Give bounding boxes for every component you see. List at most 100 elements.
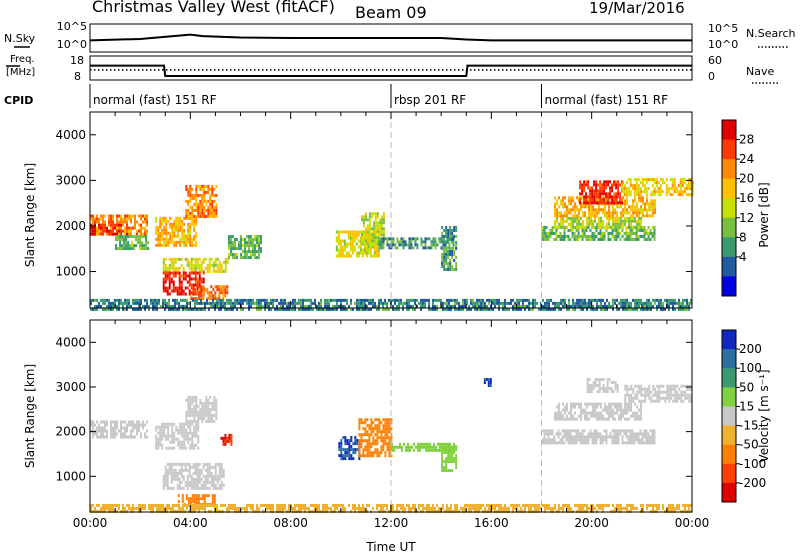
velocity-echo-cell (344, 448, 347, 452)
power-echo-cell (671, 178, 674, 182)
velocity-echo-cell (590, 414, 593, 418)
power-echo-cell (229, 235, 232, 239)
power-echo-cell (184, 271, 187, 275)
power-echo-cell (620, 216, 623, 220)
power-echo-cell (547, 234, 550, 238)
power-echo-cell (611, 189, 614, 193)
velocity-echo-cell (608, 408, 611, 412)
power-echo-cell (324, 304, 326, 308)
power-echo-cell (234, 298, 236, 302)
power-echo-cell (649, 231, 652, 235)
power-echo-cell (163, 225, 166, 229)
power-echo-cell (636, 205, 639, 209)
power-echo-cell (646, 208, 649, 212)
power-echo-cell (453, 234, 456, 238)
power-echo-cell (186, 274, 189, 278)
power-echo-cell (119, 241, 122, 245)
velocity-echo-cell (170, 480, 173, 484)
power-echo-cell (106, 226, 108, 230)
velocity-echo-cell (181, 431, 184, 435)
power-echo-cell (224, 294, 227, 298)
power-echo-cell (594, 225, 597, 229)
velocity-echo-cell (207, 398, 210, 402)
power-echo-cell (593, 180, 596, 184)
power-echo-cell (518, 298, 520, 302)
power-echo-cell (126, 214, 128, 218)
power-echo-cell (328, 301, 330, 305)
velocity-echo-cell (592, 381, 595, 385)
velocity-echo-cell (637, 438, 640, 442)
power-echo-cell (197, 211, 200, 215)
velocity-echo-cell (140, 503, 142, 507)
velocity-echo-cell (102, 429, 104, 433)
velocity-echo-cell (384, 421, 387, 425)
power-echo-cell (350, 307, 352, 311)
power-echo-cell (640, 307, 642, 311)
velocity-echo-cell (386, 442, 389, 446)
power-echo-cell (134, 220, 136, 224)
velocity-echo-cell (194, 480, 197, 484)
power-echo-cell (165, 228, 168, 232)
power-echo-cell (195, 193, 198, 197)
power-echo-cell (166, 289, 169, 293)
power-echo-cell (232, 304, 234, 308)
velocity-echo-cell (443, 445, 445, 449)
power-echo-cell (632, 199, 635, 203)
power-echo-cell (586, 216, 589, 220)
velocity-echo-cell (167, 437, 170, 441)
velocity-echo-cell (158, 506, 160, 510)
power-echo-cell (226, 288, 229, 292)
velocity-echo-cell (190, 477, 193, 481)
power-echo-region (441, 225, 458, 271)
velocity-echo-cell (202, 465, 205, 469)
power-echo-cell (622, 222, 625, 226)
power-echo-cell (636, 214, 639, 218)
power-echo-cell (589, 237, 592, 241)
power-echo-region (155, 216, 198, 247)
velocity-echo-cell (642, 399, 645, 403)
power-echo-cell (258, 301, 260, 305)
velocity-echo-cell (358, 457, 361, 461)
velocity-echo-cell (598, 378, 601, 382)
power-echo-cell (673, 190, 676, 194)
power-echo-cell (353, 245, 356, 249)
power-echo-cell (449, 228, 452, 232)
velocity-echo-cell (570, 405, 573, 409)
velocity-echo-cell (162, 483, 165, 487)
power-echo-cell (449, 261, 452, 265)
velocity-echo-cell (364, 454, 367, 458)
power-echo-cell (685, 184, 688, 188)
velocity-echo-cell (200, 477, 203, 481)
velocity-echo-cell (388, 448, 391, 452)
power-echo-cell (583, 198, 586, 202)
power-echo-cell (345, 242, 348, 246)
velocity-echo-cell (591, 441, 594, 445)
power-echo-cell (594, 219, 597, 223)
power-echo-cell (253, 235, 256, 239)
power-echo-cell (646, 211, 649, 215)
velocity-echo-cell (366, 442, 369, 446)
power-echo-cell (568, 307, 570, 311)
power-echo-cell (588, 301, 590, 305)
noise-tick-top-left: 10^5 (57, 20, 87, 33)
power-echo-cell (420, 301, 422, 305)
power-echo-cell (357, 233, 360, 237)
power-echo-cell (683, 187, 686, 191)
velocity-echo-region (483, 378, 492, 388)
power-echo-cell (526, 304, 528, 308)
power-echo-cell (596, 301, 598, 305)
velocity-echo-cell (222, 474, 225, 478)
power-echo-cell (560, 222, 563, 226)
power-echo-cell (636, 301, 638, 305)
power-echo-cell (345, 254, 348, 258)
velocity-echo-cell (645, 435, 648, 439)
power-echo-cell (592, 304, 594, 308)
velocity-echo-cell (586, 405, 589, 409)
velocity-echo-cell (545, 429, 548, 433)
power-echo-cell (558, 304, 560, 308)
power-echo-cell (584, 225, 587, 229)
power-echo-cell (347, 254, 350, 258)
power-echo-cell (373, 248, 376, 252)
power-echo-cell (593, 195, 596, 199)
power-echo-cell (193, 193, 196, 197)
